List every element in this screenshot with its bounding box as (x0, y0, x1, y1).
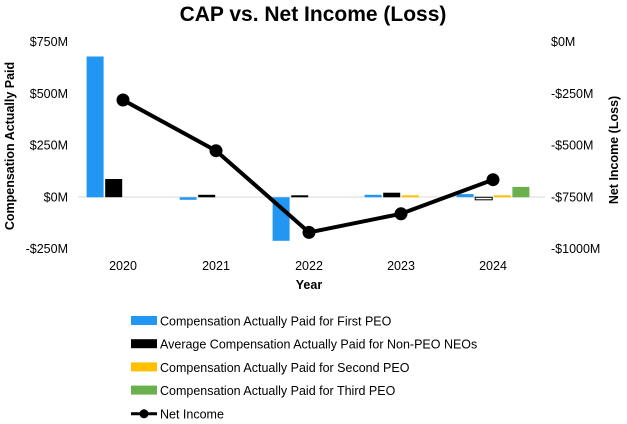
net-income-point-2020 (116, 93, 130, 107)
chart-legend: Compensation Actually Paid for First PEO… (131, 315, 477, 421)
net-income-point-2024 (486, 173, 500, 187)
x-tick-label: 2022 (295, 259, 323, 273)
x-tick-label: 2023 (387, 259, 415, 273)
bar-average-compensation-actually-paid-for-non-peo-neos-2024 (474, 196, 493, 201)
bar-average-compensation-actually-paid-for-non-peo-neos-2020 (105, 179, 123, 198)
bar-compensation-actually-paid-for-first-peo-2021 (179, 197, 197, 200)
net-income-point-2021 (209, 144, 223, 158)
legend-swatch-marker (139, 409, 149, 419)
x-tick-label: 2020 (109, 259, 137, 273)
net-income-line (116, 93, 500, 239)
bar-compensation-actually-paid-for-second-peo-2023 (401, 195, 419, 198)
bar-compensation-actually-paid-for-third-peo-2024 (512, 186, 530, 198)
net-income-point-2023 (394, 207, 408, 221)
right-tick-label: -$1000M (551, 242, 600, 256)
chart-title: CAP vs. Net Income (Loss) (180, 3, 447, 26)
left-tick-label: $250M (30, 139, 68, 153)
legend-swatch-average-compensation-actually-paid-for-non-peo-neos (131, 339, 157, 349)
x-tick-label: 2021 (202, 259, 230, 273)
right-tick-label: -$750M (551, 190, 593, 204)
left-axis-ticks: $750M $500M $250M $0M -$250M (26, 35, 68, 256)
x-axis-label: Year (296, 278, 323, 292)
left-tick-label: $750M (30, 35, 68, 49)
legend-label-average-compensation-actually-paid-for-non-peo-neos: Average Compensation Actually Paid for N… (160, 338, 477, 352)
bar-compensation-actually-paid-for-first-peo-2020 (86, 56, 104, 198)
legend-swatch-compensation-actually-paid-for-second-peo (131, 362, 157, 372)
bar-average-compensation-actually-paid-for-non-peo-neos-2023 (383, 192, 401, 198)
legend-label-compensation-actually-paid-for-third-peo: Compensation Actually Paid for Third PEO (160, 384, 396, 398)
left-tick-label: $0M (44, 190, 68, 204)
right-tick-label: -$250M (551, 87, 593, 101)
net-income-point-2022 (302, 225, 316, 239)
legend-swatch-compensation-actually-paid-for-third-peo (131, 385, 157, 395)
net-income-line-path (122, 98, 494, 235)
bar-compensation-actually-paid-for-first-peo-2024 (456, 194, 474, 198)
bar-compensation-actually-paid-for-first-peo-2022 (272, 197, 290, 241)
bar-compensation-actually-paid-for-second-peo-2024 (493, 195, 511, 198)
x-axis-ticks: 2020 2021 2022 2023 2024 (109, 259, 507, 273)
bar-average-compensation-actually-paid-for-non-peo-neos-2021 (198, 194, 216, 198)
left-tick-label: -$250M (26, 242, 68, 256)
legend-swatch-compensation-actually-paid-for-first-peo (131, 316, 157, 325)
bar-average-compensation-actually-paid-for-non-peo-neos-2022 (291, 195, 309, 198)
x-tick-label: 2024 (479, 259, 507, 273)
legend-label-compensation-actually-paid-for-first-peo: Compensation Actually Paid for First PEO (160, 315, 392, 329)
right-tick-label: -$500M (551, 139, 593, 153)
legend-label-compensation-actually-paid-for-second-peo: Compensation Actually Paid for Second PE… (160, 361, 410, 375)
left-axis-label: Compensation Actually Paid (3, 62, 17, 230)
right-tick-label: $0M (551, 35, 575, 49)
bar-compensation-actually-paid-for-first-peo-2023 (364, 194, 382, 198)
right-axis-label: Net Income (Loss) (607, 96, 621, 204)
right-axis-ticks: $0M -$250M -$500M -$750M -$1000M (551, 35, 600, 256)
legend-label-net-income: Net Income (160, 407, 224, 421)
left-tick-label: $500M (30, 87, 68, 101)
bar-marks (86, 56, 530, 241)
